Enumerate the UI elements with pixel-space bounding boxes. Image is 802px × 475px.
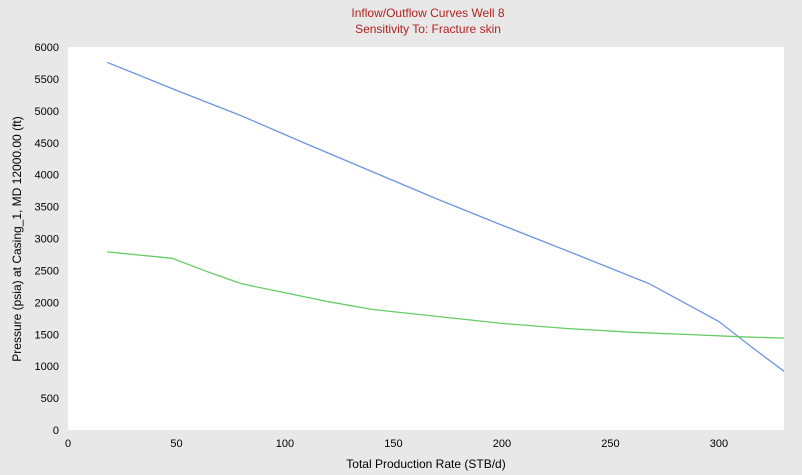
x-tick-label: 200 [493, 438, 511, 450]
series-line-blue [106, 61, 785, 372]
x-tick-label: 300 [710, 438, 728, 450]
chart-subtitle: Sensitivity To: Fracture skin [355, 22, 501, 36]
x-tick-group: 0 50 100 150 200 250 300 [65, 438, 728, 450]
y-tick-label: 3500 [35, 202, 59, 214]
y-tick-label: 4500 [35, 138, 59, 150]
y-tick-label: 0 [53, 425, 59, 437]
x-tick-label: 0 [65, 438, 71, 450]
x-tick-label: 250 [601, 438, 619, 450]
y-tick-label: 500 [41, 393, 59, 405]
y-tick-label: 5000 [35, 106, 59, 118]
y-tick-label: 5500 [35, 74, 59, 86]
y-tick-label: 6000 [35, 42, 59, 54]
x-axis-label: Total Production Rate (STB/d) [346, 457, 505, 471]
y-tick-label: 1500 [35, 329, 59, 341]
y-axis-label: Pressure (psia) at Casing_1, MD 12000.00… [10, 116, 24, 361]
plot-area [68, 47, 784, 430]
chart-title: Inflow/Outflow Curves Well 8 [351, 6, 504, 20]
y-tick-group: 0 500 1000 1500 2000 2500 3000 3500 4000 4500 5000… [35, 42, 59, 437]
x-tick-label: 50 [170, 438, 182, 450]
y-tick-label: 3000 [35, 234, 59, 246]
x-tick-label: 100 [276, 438, 294, 450]
y-tick-label: 2500 [35, 265, 59, 277]
y-tick-label: 2000 [35, 297, 59, 309]
y-tick-label: 1000 [35, 361, 59, 373]
y-tick-label: 4000 [35, 170, 59, 182]
series-layer [106, 61, 785, 372]
x-tick-label: 150 [384, 438, 402, 450]
series-line-green [107, 251, 785, 339]
